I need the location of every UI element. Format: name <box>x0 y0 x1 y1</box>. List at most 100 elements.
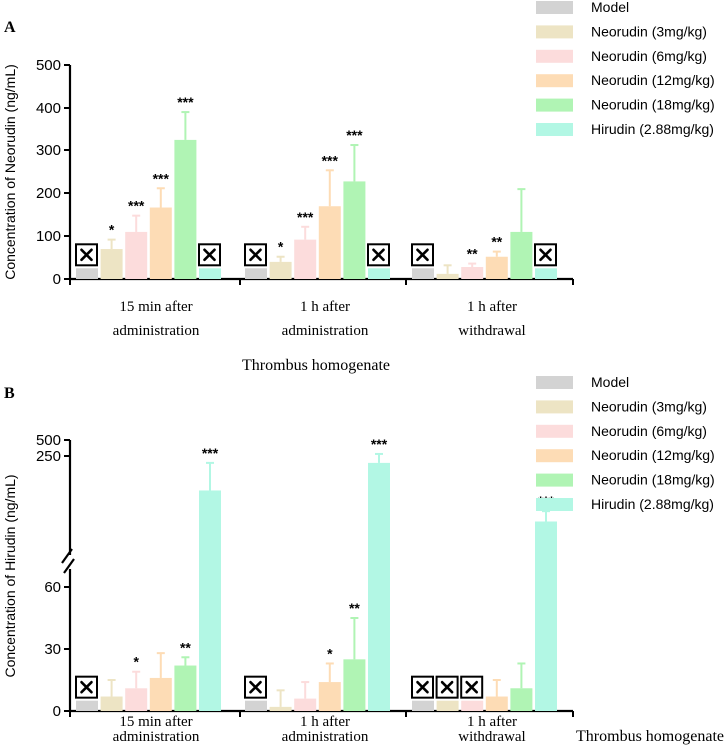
panel-b-x-axis-title: Thrombus homogenate <box>576 728 724 745</box>
panel-b-legend-swatch-2 <box>536 400 573 414</box>
panel-a-cross-icon-b-s1-c3 <box>416 248 429 262</box>
panel-b-axis-break-mark-2 <box>63 558 75 574</box>
panel-b-significance-s6-c2: *** <box>371 436 388 452</box>
panel-b-axis-break-mark-1 <box>61 548 73 564</box>
panel-b-y-tick-label-0: 0 <box>53 703 61 720</box>
panel-b-legend-swatch-4 <box>536 449 573 463</box>
panel-b-bar-s5-c3 <box>510 688 533 711</box>
panel-a-legend-swatch-4 <box>536 74 573 88</box>
panel-b-category-line2-1: administration <box>113 729 200 745</box>
panel-b-legend-label-4: Neorudin (12mg/kg) <box>591 447 715 463</box>
panel-a-cross-icon-b-s1-c2 <box>249 248 262 262</box>
panel-a-bar-s1-c1 <box>76 268 98 279</box>
panel-b-bar-s5-c2 <box>343 659 366 711</box>
panel-b-y-axis-title: Concentration of Hirudin (ng/mL) <box>2 474 18 677</box>
panel-b-bar-s1-c1 <box>76 700 98 711</box>
panel-a-legend-label-1: Model <box>591 0 629 15</box>
panel-a-cross-icon-b-s6-c3 <box>539 248 552 262</box>
panel-a-legend-swatch-6 <box>536 123 573 136</box>
panel-b-legend-swatch-6 <box>536 498 573 511</box>
panel-b-legend-label-6: Hirudin (2.88mg/kg) <box>591 496 714 512</box>
panel-a-bar-s3-c1 <box>125 231 148 279</box>
panel-a-bar-s3-c3 <box>461 267 484 279</box>
panel-a-y-tick-label-0: 0 <box>53 271 61 288</box>
panel-a-bar-s2-c2 <box>269 261 292 279</box>
panel-a-y-tick-label-400: 400 <box>36 100 61 117</box>
panel-a-x-axis-title: Thrombus homogenate <box>242 357 390 374</box>
panel-a-legend-label-3: Neorudin (6mg/kg) <box>591 48 707 64</box>
panel-a-cross-icon-b-s1-c1 <box>80 248 93 262</box>
panel-a-category-line2-1: administration <box>113 323 200 339</box>
panel-a-y-tick-label-500: 500 <box>36 57 61 74</box>
panel-b-y-tick-label-500: 500 <box>36 432 61 449</box>
panel-b-chart: B Concentration of Hirudin (ng/mL) 0 30 60 25… <box>2 374 724 745</box>
panel-a-bar-s2-c1 <box>100 249 123 279</box>
panel-b-legend-label-1: Model <box>591 374 629 390</box>
panel-b-y-tick-label-60: 60 <box>44 579 61 596</box>
panel-b-cross-icon-b-s2-c3 <box>440 680 454 694</box>
panel-a-category-line1-3: 1 h after <box>467 299 517 315</box>
panel-b-bar-s6-c2 <box>368 462 390 711</box>
panel-a-significance-s2-c2: * <box>278 239 284 255</box>
panel-a-legend-label-2: Neorudin (3mg/kg) <box>591 23 707 39</box>
panel-a-bar-s1-c2 <box>245 268 267 279</box>
panel-a-legend-swatch-1 <box>536 1 573 14</box>
panel-a-significance-s5-c2: *** <box>346 127 363 143</box>
panel-a-significance-s4-c3: ** <box>491 234 502 250</box>
panel-b-cross-icon-b-s3-c3 <box>465 680 479 694</box>
panel-b-bar-s3-c3 <box>461 700 484 711</box>
panel-a-y-tick-label-200: 200 <box>36 185 61 202</box>
panel-b-bar-s3-c1 <box>125 688 148 711</box>
panel-a-category-line2-3: withdrawal <box>458 323 525 339</box>
panel-a-category-line1-1: 15 min after <box>119 299 192 315</box>
panel-a-bar-s4-c3 <box>485 256 508 279</box>
panel-b-bar-s6-c3 <box>535 521 557 711</box>
panel-a-bar-s6-c3 <box>535 268 557 279</box>
panel-b-bar-s4-c2 <box>318 682 341 711</box>
panel-a-cross-icon-b-s6-c2 <box>372 248 385 262</box>
panel-a-significance-s5-c1: *** <box>177 94 194 110</box>
panel-a-bar-s5-c2 <box>343 181 366 279</box>
panel-b-category-line2-3: withdrawal <box>458 729 525 745</box>
panel-a-chart: A Concentration of Neorudin (ng/mL) 0 100 20… <box>2 0 715 374</box>
panel-b-cross-icon-b-s1-c2 <box>249 680 262 694</box>
panel-a-bar-s6-c1 <box>199 268 221 279</box>
panel-b-legend-swatch-3 <box>536 424 573 438</box>
panel-b-bar-s3-c2 <box>294 698 317 711</box>
panel-a-bar-s3-c2 <box>294 239 317 279</box>
panel-b-bar-s6-c1 <box>199 490 221 711</box>
panel-a-bar-s4-c1 <box>149 207 172 279</box>
panel-a-bar-s5-c1 <box>174 139 197 279</box>
panel-b-significance-s6-c1: *** <box>202 445 219 461</box>
panel-a-significance-s3-c1: *** <box>128 198 145 214</box>
panel-a-significance-s4-c1: *** <box>153 170 170 186</box>
panel-a-y-tick-label-100: 100 <box>36 228 61 245</box>
panel-a-bar-s1-c3 <box>412 268 434 279</box>
panel-b-category-line1-2: 1 h after <box>300 714 350 730</box>
panel-b-significance-s4-c2: * <box>327 645 333 661</box>
panel-a-legend-label-5: Neorudin (18mg/kg) <box>591 97 715 113</box>
panel-b-category-line2-2: administration <box>282 729 369 745</box>
panel-b-legend-label-2: Neorudin (3mg/kg) <box>591 398 707 414</box>
panel-b-bar-s5-c1 <box>174 665 197 711</box>
panel-a-bar-s5-c3 <box>510 231 533 279</box>
panel-a-bar-s4-c2 <box>318 206 341 279</box>
panel-a-significance-s4-c2: *** <box>322 152 339 168</box>
panel-b-legend-label-5: Neorudin (18mg/kg) <box>591 472 715 488</box>
panel-b-y-tick-label-250: 250 <box>36 448 61 465</box>
panel-b-legend-label-3: Neorudin (6mg/kg) <box>591 423 707 439</box>
panel-b-significance-s5-c1: ** <box>180 639 191 655</box>
panel-b-cross-icon-b-s1-c1 <box>80 680 93 694</box>
panel-b-significance-s5-c2: ** <box>349 600 360 616</box>
panel-b-bar-s1-c2 <box>245 700 267 711</box>
panel-a-category-line1-2: 1 h after <box>300 299 350 315</box>
panel-a-legend-swatch-5 <box>536 98 573 112</box>
panel-b-label: B <box>4 385 15 402</box>
panel-a-significance-s3-c2: *** <box>297 209 314 225</box>
panel-b-bar-s2-c2 <box>269 706 292 711</box>
panel-b-cross-icon-b-s1-c3 <box>416 680 429 694</box>
panel-b-category-line1-1: 15 min after <box>119 714 192 730</box>
panel-a-label: A <box>4 19 16 36</box>
panel-b-legend-swatch-1 <box>536 376 573 389</box>
